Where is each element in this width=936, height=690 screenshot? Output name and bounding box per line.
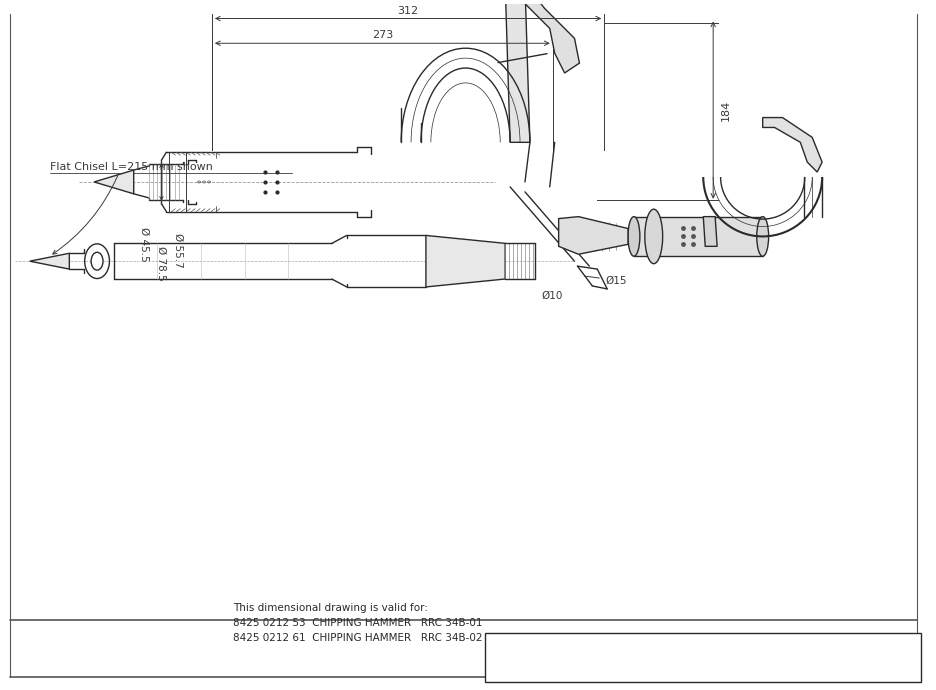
Polygon shape xyxy=(426,235,505,287)
Text: Model: Model xyxy=(823,640,861,650)
Bar xyxy=(486,633,921,682)
Ellipse shape xyxy=(756,217,768,256)
Text: 273: 273 xyxy=(372,30,393,40)
Polygon shape xyxy=(634,217,763,256)
Polygon shape xyxy=(461,0,530,142)
Text: Date: Date xyxy=(515,640,545,650)
Polygon shape xyxy=(703,217,717,246)
Text: 8425 0212 61  CHIPPING HAMMER   RRC 34B-02: 8425 0212 61 CHIPPING HAMMER RRC 34B-02 xyxy=(233,633,482,642)
Ellipse shape xyxy=(628,217,640,256)
Ellipse shape xyxy=(91,253,103,270)
Polygon shape xyxy=(763,117,822,172)
Text: 1:3: 1:3 xyxy=(577,664,592,675)
Text: Ø15: Ø15 xyxy=(606,276,627,286)
Text: Ø 78.5: Ø 78.5 xyxy=(156,246,167,281)
Polygon shape xyxy=(95,170,134,194)
Text: 184: 184 xyxy=(721,99,731,121)
Text: This dimensional drawing is valid for:: This dimensional drawing is valid for: xyxy=(233,603,428,613)
Polygon shape xyxy=(559,217,628,254)
Text: 2014-11-18: 2014-11-18 xyxy=(502,664,558,675)
Text: 8425 0212 53  CHIPPING HAMMER   RRC 34B-01: 8425 0212 53 CHIPPING HAMMER RRC 34B-01 xyxy=(233,618,482,628)
Ellipse shape xyxy=(645,209,663,264)
Text: Ø 45.5: Ø 45.5 xyxy=(139,226,150,262)
Text: 312: 312 xyxy=(398,6,418,16)
Text: Ø10: Ø10 xyxy=(541,291,563,301)
Polygon shape xyxy=(515,0,579,73)
Text: Scale: Scale xyxy=(568,640,601,650)
Polygon shape xyxy=(30,253,69,269)
Text: Flat Chisel L=215 mm shown: Flat Chisel L=215 mm shown xyxy=(50,162,212,172)
Text: Ordering No.: Ordering No. xyxy=(653,640,734,650)
Text: 8425 0212 53: 8425 0212 53 xyxy=(659,664,727,675)
Text: Ø 55.7: Ø 55.7 xyxy=(173,233,183,268)
Text: CHIPPING HAMMER RRC 34B-01: CHIPPING HAMMER RRC 34B-01 xyxy=(765,664,919,675)
